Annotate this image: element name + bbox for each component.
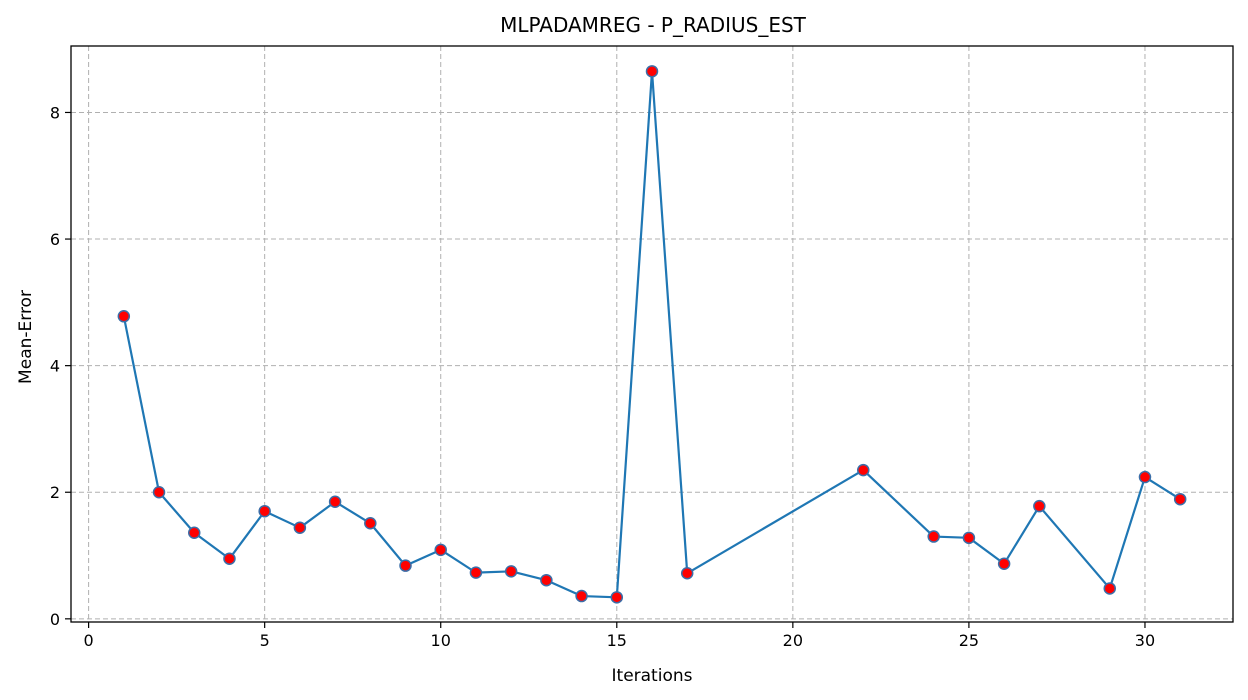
data-point: [258, 504, 271, 518]
y-tick-label: 2: [50, 483, 60, 502]
data-point: [997, 557, 1011, 571]
x-axis-label: Iterations: [612, 666, 693, 686]
x-tick-label: 15: [607, 631, 627, 650]
y-tick-label: 6: [50, 230, 60, 249]
y-tick-label: 8: [50, 103, 60, 122]
x-tick-label: 20: [783, 631, 803, 650]
data-point: [223, 552, 236, 565]
data-point: [469, 566, 483, 579]
data-point: [187, 526, 201, 540]
x-tick-label: 5: [260, 631, 270, 650]
y-axis-label: Mean-Error: [16, 290, 36, 384]
plot-frame: [70, 45, 1234, 623]
data-point: [1103, 582, 1117, 595]
data-point: [117, 310, 131, 323]
data-point: [434, 543, 447, 557]
data-point: [152, 485, 166, 499]
data-point: [680, 567, 694, 580]
data-point: [645, 65, 659, 78]
data-point: [1173, 492, 1187, 506]
data-point: [364, 517, 377, 530]
x-tick-label: 25: [959, 631, 979, 650]
data-point: [540, 573, 553, 587]
data-point: [1138, 470, 1152, 484]
series: [117, 65, 1187, 604]
y-tick-label: 0: [50, 610, 60, 629]
x-tick-label: 10: [431, 631, 451, 650]
data-point: [857, 463, 870, 477]
grid: [71, 46, 1233, 622]
data-point: [575, 589, 588, 603]
y-tick-label: 4: [50, 357, 60, 376]
data-point: [399, 559, 412, 572]
data-point: [1033, 499, 1046, 513]
data-point: [328, 495, 342, 508]
axis-ticks: 0 5 10 15 20 25 30 0 2 4 6 8: [50, 103, 1155, 650]
data-point: [504, 565, 518, 578]
x-tick-label: 30: [1135, 631, 1155, 650]
series-line: [122, 70, 1181, 599]
data-point: [610, 591, 624, 604]
data-point: [927, 530, 940, 543]
data-point: [962, 531, 976, 545]
chart-title: MLPADAMREG - P_RADIUS_EST: [500, 13, 807, 37]
data-point: [293, 521, 307, 534]
x-tick-label: 0: [84, 631, 94, 650]
